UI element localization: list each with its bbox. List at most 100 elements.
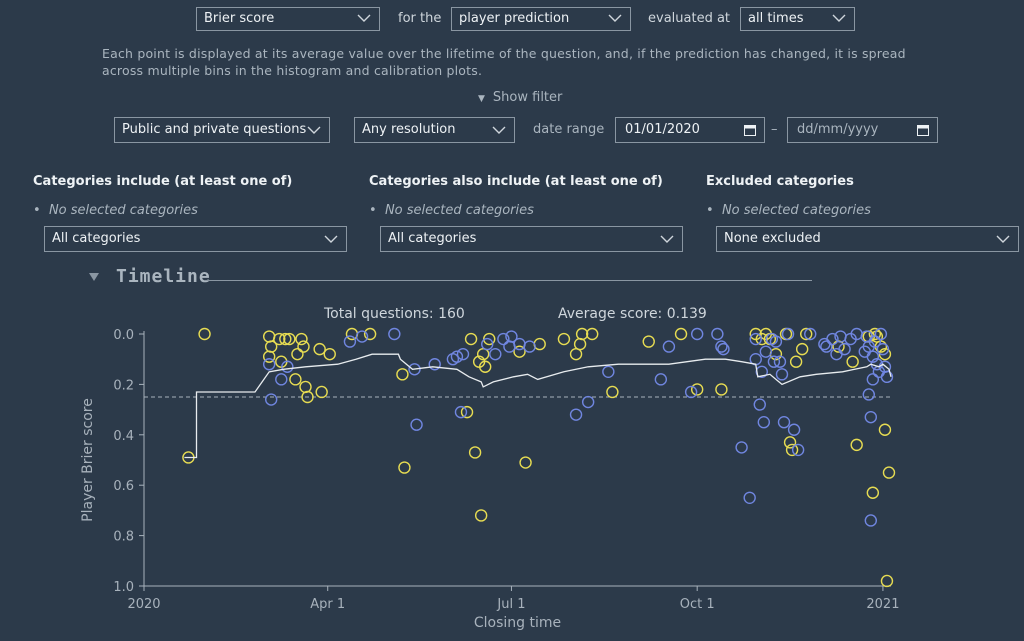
blue-point — [876, 342, 890, 356]
yellow-point — [460, 405, 474, 419]
blue-point — [569, 408, 583, 421]
excluded-categories-select[interactable]: None excluded — [716, 226, 1019, 252]
yellow-point — [878, 423, 892, 436]
yellow-point — [575, 327, 589, 341]
yellow-point — [291, 347, 304, 361]
yellow-point — [301, 390, 314, 404]
resolution-select[interactable]: Any resolution — [354, 117, 515, 143]
yellow-point — [264, 340, 278, 353]
blue-point — [513, 337, 526, 351]
blue-point — [450, 350, 464, 363]
timeline-collapse-toggle[interactable] — [88, 271, 100, 283]
categories-also-select[interactable]: All categories — [380, 226, 683, 252]
blue-point — [864, 514, 878, 527]
yellow-point — [800, 327, 813, 341]
chevron-down-icon — [324, 235, 338, 243]
yellow-point — [573, 337, 587, 351]
yellow-point — [345, 327, 359, 341]
x-axis-title: Closing time — [474, 615, 561, 631]
blue-point — [684, 385, 698, 399]
categories-also-empty: • No selected categories — [369, 203, 534, 218]
y-tick-label: 0.4 — [113, 429, 134, 444]
blue-point — [262, 358, 276, 371]
yellow-point — [690, 383, 704, 396]
blue-point — [428, 358, 441, 371]
yellow-point — [279, 332, 292, 346]
date-separator: – — [771, 122, 778, 137]
date-from-input[interactable]: 01/01/2020 — [615, 117, 765, 143]
blue-point — [749, 332, 762, 346]
evaluated-label: evaluated at — [648, 11, 731, 26]
yellow-point — [715, 383, 728, 396]
blue-point — [767, 355, 781, 368]
date-to-input[interactable]: dd/mm/yyyy — [787, 117, 938, 143]
yellow-point — [789, 355, 803, 368]
categories-include-empty: • No selected categories — [33, 203, 198, 218]
yellow-point — [474, 509, 488, 522]
blue-point — [820, 340, 833, 353]
blue-point — [866, 350, 880, 363]
categories-include-select[interactable]: All categories — [44, 226, 347, 252]
visibility-select[interactable]: Public and private questions — [114, 117, 330, 143]
blue-point — [456, 347, 470, 361]
categories-include-select-value: All categories — [52, 231, 141, 246]
blue-point — [275, 373, 288, 386]
metric-select[interactable]: Brier score — [196, 7, 380, 31]
blue-point — [775, 368, 789, 381]
evaluated-select-value: all times — [748, 11, 804, 26]
x-tick-label: Jul 1 — [496, 597, 525, 612]
blue-point — [523, 340, 536, 353]
show-filter-toggle[interactable]: ▼ Show filter — [478, 90, 562, 105]
blue-point — [773, 355, 787, 368]
visibility-select-value: Public and private questions — [122, 122, 307, 137]
yellow-point — [783, 436, 797, 449]
yellow-point — [519, 456, 532, 469]
categories-also-title: Categories also include (at least one of… — [369, 174, 663, 189]
blue-point — [787, 423, 801, 436]
triangle-down-icon: ▼ — [478, 94, 485, 104]
blue-point — [715, 340, 728, 353]
yellow-point — [398, 461, 411, 474]
blue-point — [281, 360, 294, 373]
timeline-title: Timeline — [116, 266, 211, 287]
date-to-placeholder: dd/mm/yyyy — [797, 122, 879, 137]
x-tick-label: Oct 1 — [680, 597, 715, 612]
yellow-point — [283, 332, 296, 346]
yellow-point — [513, 345, 526, 358]
y-axis-title: Player Brier score — [80, 398, 96, 522]
blue-point — [446, 353, 460, 366]
chevron-down-icon — [307, 126, 321, 134]
y-tick-label: 0.2 — [113, 378, 134, 393]
subject-select[interactable]: player prediction — [451, 7, 631, 31]
excluded-categories-empty: • No selected categories — [706, 203, 871, 218]
categories-also-select-value: All categories — [388, 231, 477, 246]
yellow-point — [315, 385, 328, 399]
resolution-select-value: Any resolution — [362, 122, 456, 137]
blue-point — [830, 347, 843, 361]
yellow-point — [569, 347, 583, 361]
blue-point — [781, 327, 795, 341]
blue-point — [343, 335, 357, 348]
blue-point — [505, 330, 518, 343]
excluded-categories-title: Excluded categories — [706, 174, 854, 189]
blue-point — [654, 373, 668, 386]
chevron-down-icon — [608, 14, 622, 22]
blue-point — [777, 416, 791, 429]
calendar-icon[interactable] — [744, 124, 756, 136]
yellow-point — [674, 327, 688, 341]
evaluated-select[interactable]: all times — [740, 7, 855, 31]
yellow-point — [299, 380, 312, 394]
blue-point — [864, 410, 878, 424]
yellow-point — [464, 332, 478, 346]
calendar-icon[interactable] — [917, 124, 929, 136]
yellow-point — [557, 332, 571, 346]
blue-point — [866, 373, 880, 386]
yellow-point — [785, 443, 799, 457]
average-score-label: Average score: 0.139 — [558, 306, 707, 322]
description: Each point is displayed at its average v… — [102, 46, 906, 78]
blue-point — [880, 370, 894, 384]
blue-point — [454, 405, 468, 419]
blue-point — [711, 327, 724, 341]
blue-point — [264, 393, 278, 406]
